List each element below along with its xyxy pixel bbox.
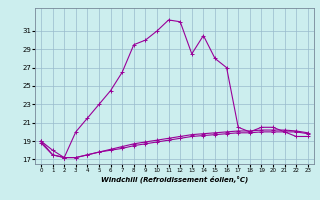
X-axis label: Windchill (Refroidissement éolien,°C): Windchill (Refroidissement éolien,°C) [101, 176, 248, 183]
